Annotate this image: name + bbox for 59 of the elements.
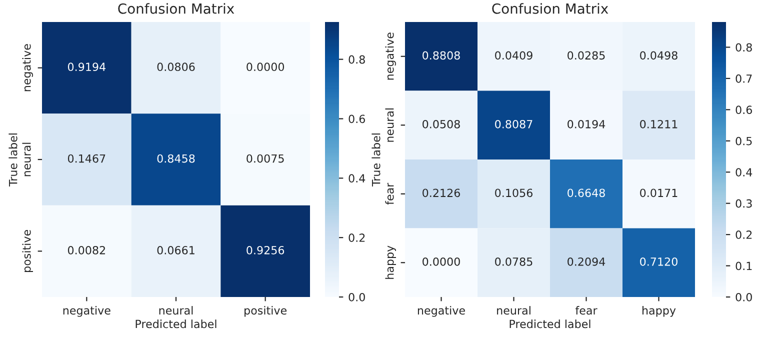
x-tick-label: negative (418, 306, 465, 317)
x-tick-label: happy (642, 306, 676, 317)
color-bar-label: 0.2 (736, 230, 752, 239)
data-label: 0.0000 (246, 62, 284, 72)
data-label: 0.0285 (568, 51, 605, 60)
y-tick-label: neural (22, 142, 31, 176)
data-label: 0.0194 (568, 120, 606, 128)
x-tick-label: positive (244, 306, 287, 317)
y-tick-label: fear (385, 182, 394, 205)
data-label: 0.0785 (495, 257, 532, 266)
x-tick-label: neural (159, 306, 193, 315)
x-tick-label: fear (575, 306, 598, 315)
data-label: 0.8087 (495, 120, 532, 128)
data-label: 0.7120 (640, 257, 678, 266)
data-label: 0.0661 (157, 246, 194, 254)
y-tick-label: negative (22, 44, 33, 92)
data-label: 0.0171 (640, 188, 678, 198)
x-tick-label: neural (497, 306, 530, 315)
data-label: 0.1056 (495, 188, 532, 198)
color-bar-label: 0.1 (736, 262, 752, 270)
y-tick-label: negative (385, 32, 396, 80)
x-axis-title: Predicted label (136, 320, 216, 328)
data-label: 0.9194 (68, 62, 106, 72)
y-tick-label: happy (385, 246, 396, 279)
color-bar-label: 0.4 (348, 174, 366, 183)
color-bar-label: 0.0 (348, 292, 365, 302)
data-label: 0.0409 (495, 51, 532, 60)
data-label: 0.8808 (422, 51, 460, 60)
color-bar-label: 0.4 (736, 168, 752, 176)
color-bar-label: 0.8 (736, 43, 752, 52)
data-label: 0.0498 (640, 51, 678, 60)
data-label: 0.1467 (68, 154, 106, 163)
data-label: 0.0082 (68, 246, 105, 254)
chart-title: Confusion Matrix (118, 3, 234, 14)
color-bar-label: 0.0 (736, 292, 752, 302)
color-bar-label: 0.7 (736, 74, 752, 83)
y-tick-label: neural (385, 108, 394, 142)
y-tick-label: positive (22, 230, 33, 272)
x-tick-label: negative (63, 306, 110, 317)
data-label: 0.0000 (422, 257, 460, 266)
data-label: 0.1211 (640, 120, 678, 128)
color-bar-label: 0.6 (736, 106, 752, 114)
color-bar-label: 0.2 (348, 234, 365, 242)
data-label: 0.0508 (422, 120, 460, 128)
y-axis-title: True label (8, 134, 18, 187)
data-label: 0.2126 (422, 188, 460, 198)
data-label: 0.0075 (246, 154, 284, 163)
data-label: 0.9256 (246, 246, 284, 254)
data-label: 0.0806 (157, 62, 195, 72)
data-label: 0.6648 (568, 188, 605, 198)
x-axis-title: Predicted label (510, 320, 590, 328)
color-bar-label: 0.3 (736, 199, 752, 208)
y-axis-title: True label (372, 134, 380, 187)
color-bar-label: 0.8 (348, 55, 365, 64)
chart-title: Confusion Matrix (492, 3, 608, 14)
color-bar-label: 0.6 (348, 114, 365, 124)
color-bar-label: 0.5 (736, 136, 752, 146)
data-label: 0.8458 (157, 154, 195, 163)
data-label: 0.2094 (568, 257, 606, 266)
